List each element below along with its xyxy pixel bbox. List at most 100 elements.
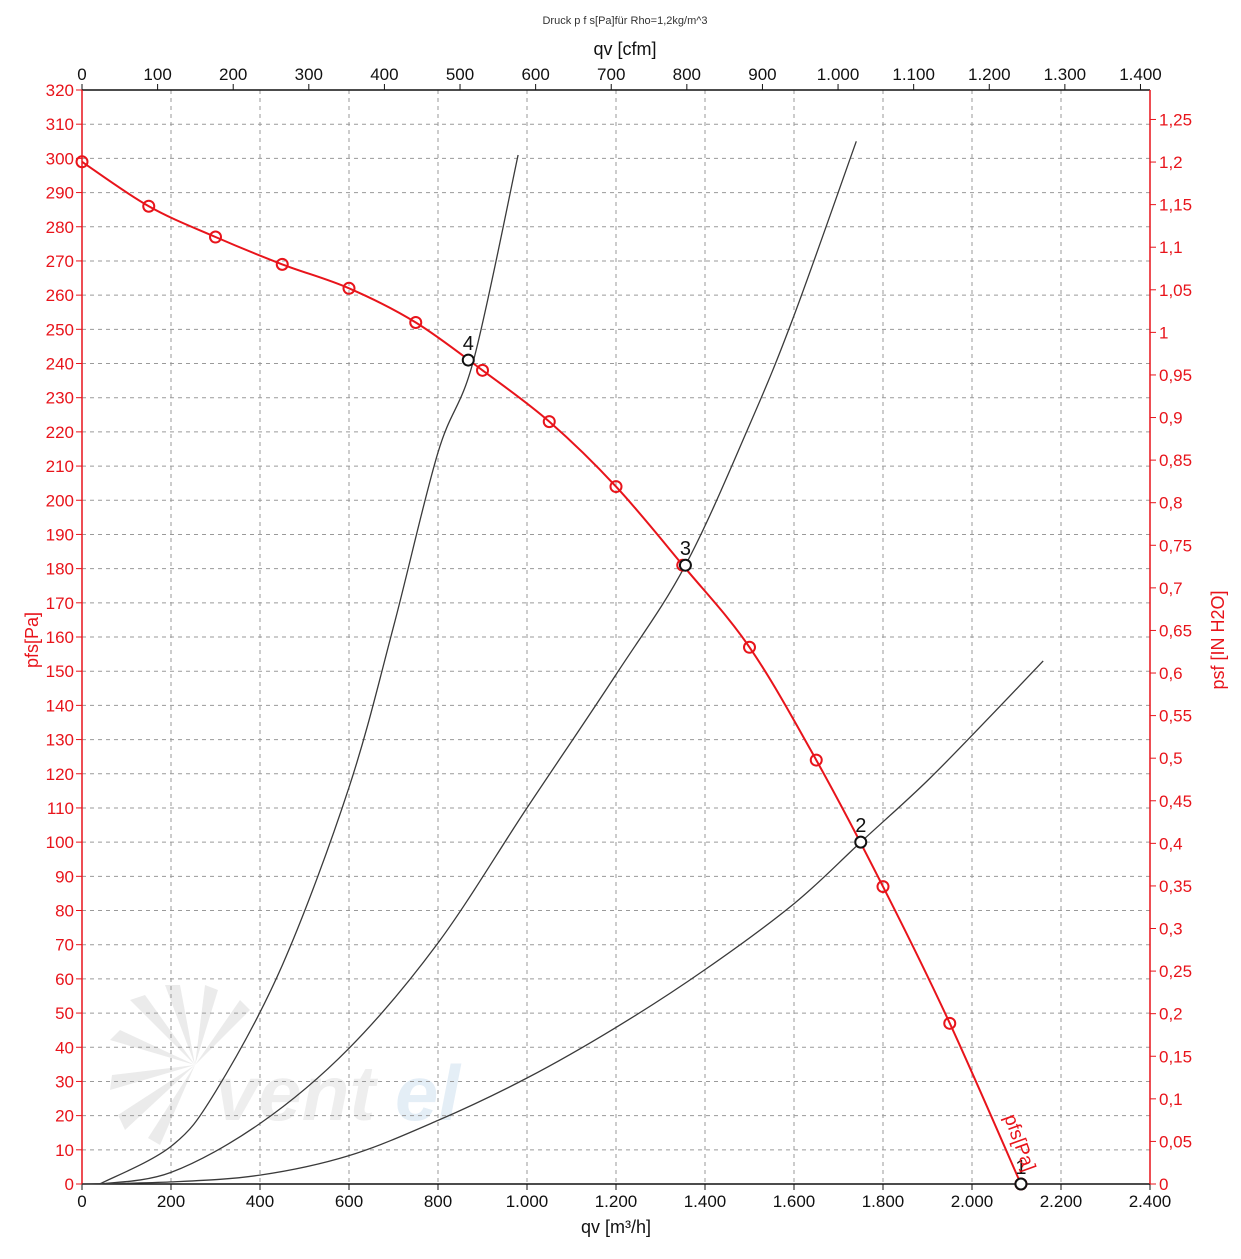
y2-tick-label: 0,8 — [1159, 494, 1183, 513]
system-resistance-curve — [81, 660, 1044, 1185]
ventel-watermark-logo: vent el — [110, 985, 461, 1145]
y-tick-label: 100 — [46, 833, 74, 852]
grid-lines — [82, 90, 1150, 1184]
y2-tick-label: 0,25 — [1159, 962, 1192, 981]
y-tick-label: 190 — [46, 525, 74, 544]
y-tick-label: 50 — [55, 1004, 74, 1023]
y2-tick-label: 1,25 — [1159, 110, 1192, 129]
y2-tick-label: 0,6 — [1159, 664, 1183, 683]
y2-tick-label: 0,5 — [1159, 749, 1183, 768]
fan-curve-point — [476, 363, 489, 377]
y2-tick-label: 0,95 — [1159, 366, 1192, 385]
operating-point-marker — [1014, 1177, 1028, 1191]
bottom-axis-label: qv [m³/h] — [581, 1217, 651, 1237]
x2-tick-label: 500 — [446, 65, 474, 84]
x-tick-label: 0 — [77, 1192, 86, 1211]
x-tick-label: 400 — [246, 1192, 274, 1211]
x2-tick-label: 800 — [673, 65, 701, 84]
y-tick-label: 320 — [46, 81, 74, 100]
y2-tick-label: 1,05 — [1159, 281, 1192, 300]
y-tick-label: 300 — [46, 149, 74, 168]
y2-tick-label: 0,7 — [1159, 579, 1183, 598]
x-tick-label: 1.800 — [862, 1192, 905, 1211]
system-resistance-curve — [99, 141, 857, 1185]
y-tick-label: 110 — [47, 799, 74, 818]
x2-tick-label: 200 — [219, 65, 247, 84]
y-tick-label: 200 — [46, 491, 74, 510]
y-tick-label: 70 — [55, 936, 74, 955]
y2-tick-label: 1,2 — [1159, 153, 1183, 172]
operating-point-marker — [461, 353, 475, 367]
x-tick-label: 1.400 — [684, 1192, 727, 1211]
fan-curve-point — [142, 199, 156, 213]
y2-tick-label: 1 — [1159, 323, 1168, 342]
y2-tick-label: 0,15 — [1159, 1047, 1192, 1066]
fan-pressure-curve — [81, 160, 1022, 1185]
system-resistance-curve — [99, 154, 519, 1185]
x-tick-label: 1.000 — [506, 1192, 549, 1211]
x2-tick-label: 1.400 — [1119, 65, 1162, 84]
y-tick-label: 140 — [46, 696, 74, 715]
y-tick-label: 160 — [46, 628, 74, 647]
y-tick-label: 40 — [55, 1038, 74, 1057]
x2-tick-label: 900 — [748, 65, 776, 84]
fan-curve-point — [943, 1016, 957, 1030]
fan-curve-point — [409, 315, 423, 329]
y-tick-label: 170 — [46, 594, 74, 613]
x-tick-label: 1.600 — [773, 1192, 816, 1211]
fan-curve-point — [75, 155, 89, 169]
x-tick-label: 2.200 — [1040, 1192, 1083, 1211]
y2-tick-label: 0,3 — [1159, 920, 1183, 939]
x2-tick-label: 600 — [521, 65, 549, 84]
markers: 1 2 3 4 — [75, 155, 1028, 1191]
y-tick-label: 10 — [55, 1141, 74, 1160]
fan-curve-point — [743, 640, 756, 654]
y-tick-label: 120 — [46, 765, 74, 784]
left-axis-label: pfs[Pa] — [22, 612, 42, 668]
operating-point-label: 1 — [1015, 1157, 1026, 1179]
fan-curve-point — [342, 281, 356, 295]
operating-point-label: 3 — [680, 538, 691, 560]
y2-tick-label: 0 — [1159, 1175, 1168, 1194]
fan-curve-point — [209, 230, 222, 244]
fan-curve-point — [809, 753, 823, 767]
y-tick-label: 60 — [55, 970, 74, 989]
y-tick-label: 0 — [65, 1175, 74, 1194]
y-tick-label: 240 — [46, 355, 74, 374]
fan-curve-point — [876, 880, 890, 894]
y-tick-label: 20 — [55, 1107, 74, 1126]
y2-tick-label: 0,9 — [1159, 409, 1183, 428]
operating-point-marker — [678, 558, 692, 572]
y-tick-label: 130 — [46, 731, 74, 750]
x2-tick-label: 300 — [295, 65, 323, 84]
y2-tick-label: 0,1 — [1159, 1090, 1183, 1109]
y-tick-label: 260 — [46, 286, 74, 305]
y-tick-label: 310 — [46, 115, 74, 134]
y-tick-label: 30 — [55, 1072, 74, 1091]
x-tick-label: 2.400 — [1129, 1192, 1172, 1211]
svg-text:el: el — [395, 1049, 461, 1137]
y-tick-label: 280 — [46, 218, 74, 237]
operating-point-marker — [854, 835, 868, 849]
y-tick-label: 210 — [46, 457, 74, 476]
operating-point-label: 2 — [855, 815, 866, 837]
x2-tick-label: 100 — [143, 65, 171, 84]
y2-tick-label: 0,75 — [1159, 536, 1192, 555]
y2-tick-label: 0,65 — [1159, 621, 1192, 640]
x-tick-label: 200 — [157, 1192, 185, 1211]
right-axis-label: psf [IN H2O] — [1208, 590, 1228, 689]
fan-curve-point — [275, 257, 289, 271]
fan-curve-label: pfs[Pa] — [999, 1112, 1039, 1175]
x-tick-label: 1.200 — [595, 1192, 638, 1211]
y-tick-label: 270 — [46, 252, 74, 271]
x2-tick-label: 1.200 — [968, 65, 1011, 84]
svg-text:vent: vent — [215, 1049, 378, 1137]
y2-tick-label: 0,85 — [1159, 451, 1192, 470]
fan-curve-point — [542, 415, 556, 429]
y-tick-label: 290 — [46, 184, 74, 203]
axes — [76, 84, 1156, 1190]
curves — [81, 141, 1044, 1185]
y2-tick-label: 0,4 — [1159, 834, 1183, 853]
y2-tick-label: 0,35 — [1159, 877, 1192, 896]
